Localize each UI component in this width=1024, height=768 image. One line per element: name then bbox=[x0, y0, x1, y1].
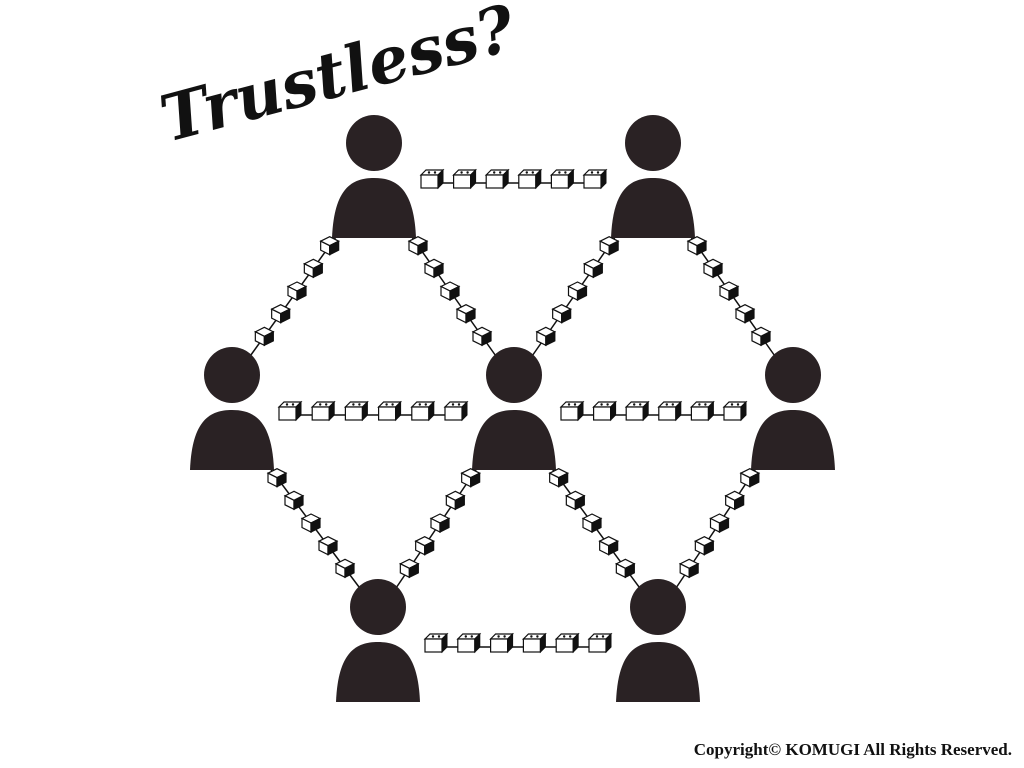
cube-icon bbox=[598, 535, 620, 556]
person-body bbox=[751, 410, 835, 470]
cube-icon bbox=[598, 235, 620, 256]
cube-icon bbox=[471, 326, 493, 347]
cube-icon bbox=[460, 467, 482, 488]
block-icon bbox=[549, 168, 575, 190]
person-node-top-right bbox=[611, 115, 695, 238]
block-icon bbox=[484, 168, 510, 190]
copyright-notice: Copyright© KOMUGI All Rights Reserved. bbox=[693, 740, 1012, 759]
person-node-mid-left bbox=[190, 347, 274, 470]
block-icon bbox=[517, 168, 543, 190]
cube-icon bbox=[678, 558, 700, 579]
cube-icon bbox=[407, 235, 429, 256]
block-icon bbox=[456, 632, 482, 654]
cube-icon bbox=[709, 513, 730, 533]
person-head bbox=[630, 579, 686, 635]
block-icon bbox=[423, 632, 449, 654]
cube-icon bbox=[724, 490, 746, 511]
person-head bbox=[486, 347, 542, 403]
block-icon bbox=[559, 400, 585, 422]
cube-icon bbox=[283, 490, 305, 511]
cube-icon bbox=[444, 490, 466, 511]
block-icon bbox=[410, 400, 436, 422]
person-body bbox=[611, 178, 695, 238]
cube-icon bbox=[423, 258, 445, 279]
chain-bottom-left-to-bottom-right bbox=[423, 632, 613, 654]
person-body bbox=[190, 410, 274, 470]
person-head bbox=[765, 347, 821, 403]
block-icon bbox=[343, 400, 369, 422]
block-icon bbox=[587, 632, 613, 654]
cube-icon bbox=[686, 235, 708, 256]
chain-mid-left-to-center bbox=[277, 400, 469, 422]
person-head bbox=[625, 115, 681, 171]
person-node-top-left bbox=[332, 115, 416, 238]
block-icon bbox=[592, 400, 618, 422]
chain-center-to-mid-right bbox=[559, 400, 748, 422]
block-icon bbox=[657, 400, 683, 422]
cube-icon bbox=[581, 513, 603, 533]
cube-icon bbox=[702, 258, 724, 279]
cubes-layer bbox=[253, 235, 772, 579]
cube-icon bbox=[734, 303, 756, 324]
person-node-bottom-left bbox=[336, 579, 420, 702]
cube-icon bbox=[266, 467, 288, 488]
cube-icon bbox=[455, 303, 477, 324]
cube-icon bbox=[334, 558, 356, 579]
block-icon bbox=[310, 400, 336, 422]
person-node-mid-right bbox=[751, 347, 835, 470]
block-icon bbox=[521, 632, 547, 654]
person-body bbox=[472, 410, 556, 470]
cube-icon bbox=[551, 303, 573, 324]
person-node-center bbox=[472, 347, 556, 470]
cube-icon bbox=[564, 490, 586, 511]
person-head bbox=[204, 347, 260, 403]
block-icon bbox=[489, 632, 515, 654]
cube-icon bbox=[439, 281, 461, 301]
nodes-layer bbox=[190, 115, 835, 702]
block-icon bbox=[452, 168, 478, 190]
cube-icon bbox=[548, 467, 570, 488]
cube-icon bbox=[750, 326, 772, 347]
block-icon bbox=[582, 168, 608, 190]
person-body bbox=[332, 178, 416, 238]
person-body bbox=[616, 642, 700, 702]
block-icon bbox=[377, 400, 403, 422]
block-icon bbox=[277, 400, 303, 422]
cube-icon bbox=[414, 535, 436, 556]
block-icon bbox=[443, 400, 469, 422]
cube-icon bbox=[535, 326, 557, 347]
cube-icon bbox=[429, 513, 451, 533]
diagram-title: Trustless? bbox=[153, 0, 524, 157]
chain-top-left-to-top-right bbox=[419, 168, 608, 190]
cube-icon bbox=[693, 535, 715, 556]
cube-icon bbox=[253, 326, 275, 347]
cube-icon bbox=[567, 281, 588, 301]
cube-icon bbox=[718, 281, 740, 301]
cube-icon bbox=[319, 235, 341, 256]
cube-icon bbox=[398, 558, 420, 579]
cube-icon bbox=[300, 513, 322, 533]
cube-icon bbox=[582, 258, 604, 279]
person-node-bottom-right bbox=[616, 579, 700, 702]
cube-icon bbox=[614, 558, 636, 579]
block-icon bbox=[722, 400, 748, 422]
block-icon bbox=[554, 632, 580, 654]
block-icon bbox=[419, 168, 445, 190]
block-icon bbox=[624, 400, 650, 422]
block-icon bbox=[689, 400, 715, 422]
person-body bbox=[336, 642, 420, 702]
cube-icon bbox=[739, 467, 761, 488]
cube-icon bbox=[270, 303, 292, 324]
person-head bbox=[350, 579, 406, 635]
cube-icon bbox=[302, 258, 324, 279]
cube-icon bbox=[317, 535, 339, 556]
cube-icon bbox=[286, 281, 308, 301]
person-head bbox=[346, 115, 402, 171]
